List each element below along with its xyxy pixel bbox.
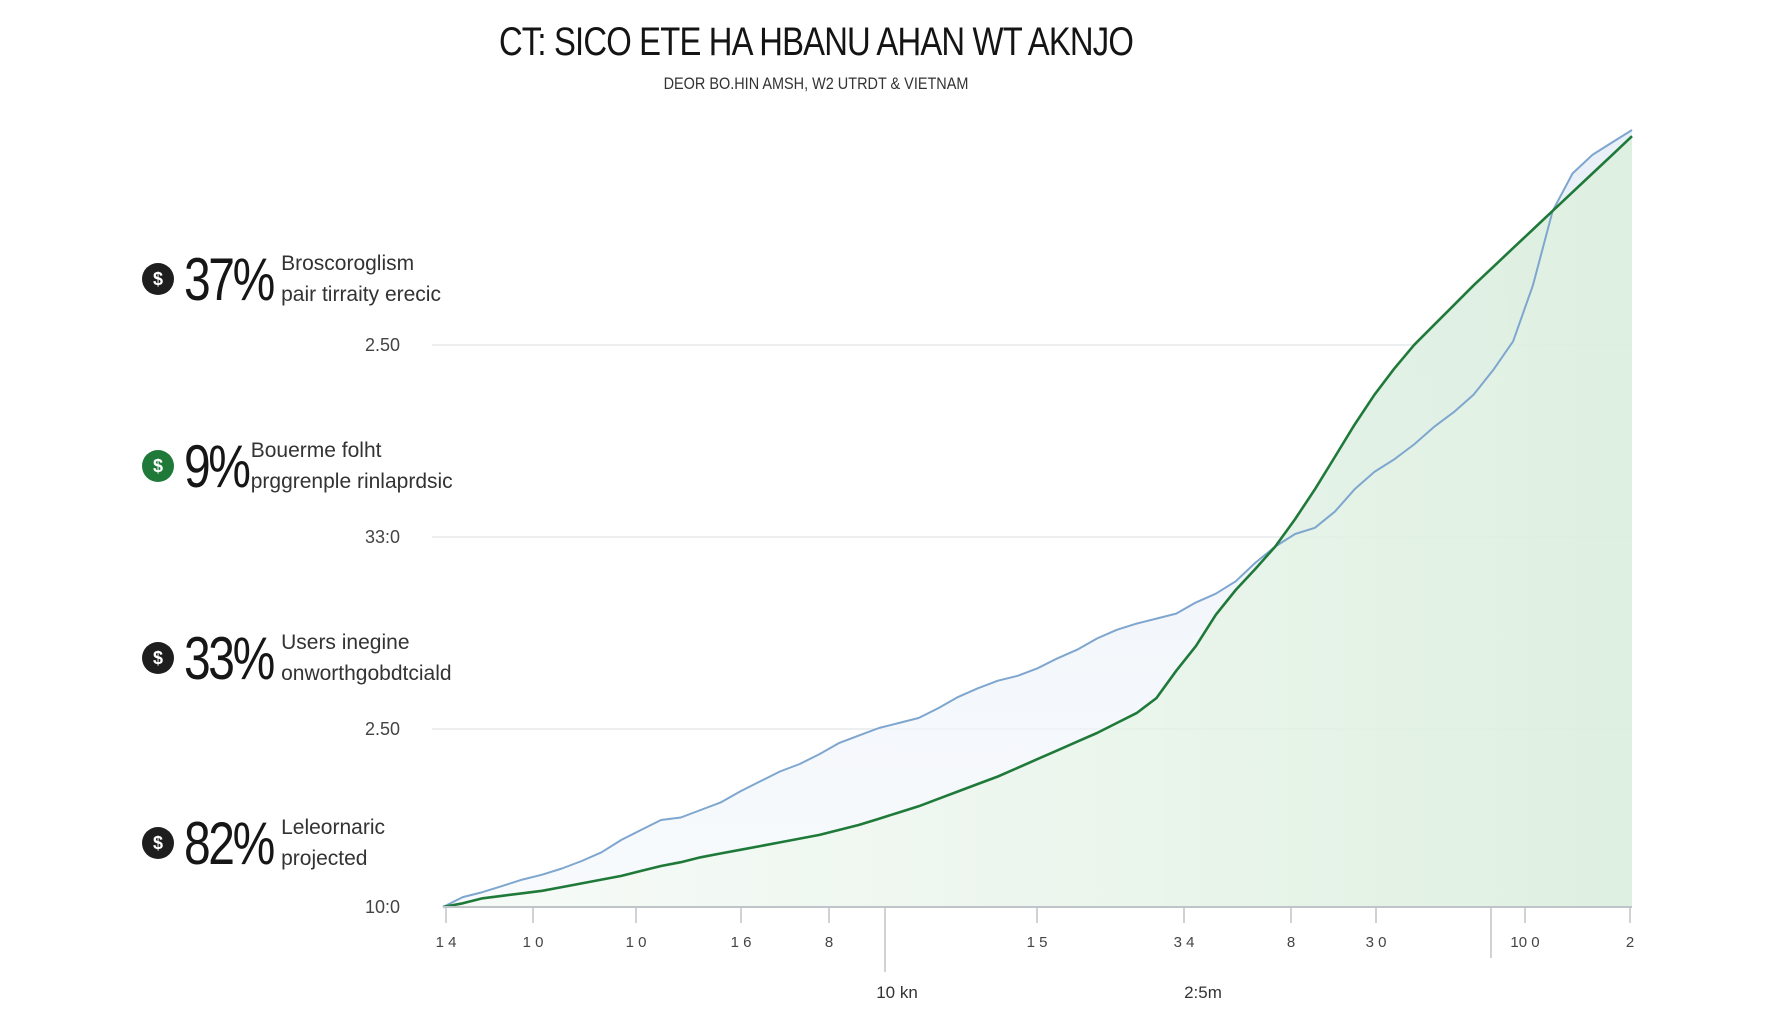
- chart-title: CT: SICO ETE HA HBANU AHAN WT AKNJO: [498, 20, 1134, 64]
- x-tick-label: 1 0: [523, 934, 544, 951]
- stat-line-2: prggrenple rinlaprdsic: [250, 470, 453, 493]
- stat-line-1: Bouerme folht: [250, 439, 382, 462]
- x-tick-label: 2: [1626, 934, 1634, 951]
- series-lines: [442, 129, 1633, 909]
- x-tick-label: 8: [1287, 934, 1295, 951]
- stat-line-1: Users inegine: [281, 631, 410, 654]
- x-tick-label: 3 4: [1174, 934, 1195, 951]
- dollar-icon: $: [142, 827, 174, 859]
- stat-description: Leleornaric projected: [281, 812, 385, 874]
- series-areas: [443, 130, 1632, 907]
- stat-value: 9%: [184, 432, 251, 500]
- stat-line-2: pair tirraity erecic: [281, 283, 441, 306]
- x-tick-label: 1 6: [731, 934, 752, 951]
- series-2-line: [442, 135, 1633, 909]
- stat-item: $ 82% Leleornaric projected: [142, 808, 385, 878]
- dollar-icon: $: [142, 642, 174, 674]
- x-tick-label: 1 0: [626, 934, 647, 951]
- stat-description: Users inegine onworthgobdtciald: [281, 627, 451, 689]
- series-2-area: [443, 136, 1632, 907]
- stat-item: $ 33% Users inegine onworthgobdtciald: [142, 623, 452, 693]
- stat-description: Bouerme folht prggrenple rinlaprdsic: [251, 435, 453, 497]
- stat-value: 37%: [184, 245, 275, 313]
- x-tick-label: 1 5: [1027, 934, 1048, 951]
- stat-description: Broscoroglism pair tirraity erecic: [281, 248, 441, 310]
- stat-line-2: onworthgobdtciald: [281, 662, 452, 685]
- x-axis-label: 10 kn: [876, 983, 918, 1002]
- y-tick-label: 2.50: [365, 335, 400, 355]
- chart-subtitle: DEOR BO.HIN AMSH, W2 UTRDT & VIETNAM: [663, 74, 969, 93]
- y-tick-label: 10:0: [365, 897, 400, 917]
- x-tick-label: 8: [825, 934, 833, 951]
- stat-item: $ 37% Broscoroglism pair tirraity erecic: [142, 244, 441, 314]
- series-1-line: [442, 129, 1633, 908]
- x-axis-label: 2:5m: [1184, 983, 1222, 1002]
- stat-line-2: projected: [281, 847, 368, 870]
- stat-line-1: Leleornaric: [281, 816, 385, 839]
- y-tick-label: 33:0: [365, 527, 400, 547]
- y-tick-label: 2.50: [365, 719, 400, 739]
- dollar-icon: $: [142, 263, 174, 295]
- series-1-area: [443, 130, 1632, 907]
- stat-value: 82%: [184, 809, 275, 877]
- stat-item: $ 9% Bouerme folht prggrenple rinlaprdsi…: [142, 431, 453, 501]
- x-tick-label: 10 0: [1510, 934, 1539, 951]
- dollar-icon: $: [142, 450, 174, 482]
- axes: 1 4 1 0 1 0 1 6 8 1 5 3 4 8 3 0 10 0 2 10 kn 2:5m: [436, 906, 1634, 1002]
- x-tick-label: 3 0: [1366, 934, 1387, 951]
- stat-value: 33%: [184, 624, 275, 692]
- stat-line-1: Broscoroglism: [281, 252, 415, 275]
- x-tick-label: 1 4: [436, 934, 457, 951]
